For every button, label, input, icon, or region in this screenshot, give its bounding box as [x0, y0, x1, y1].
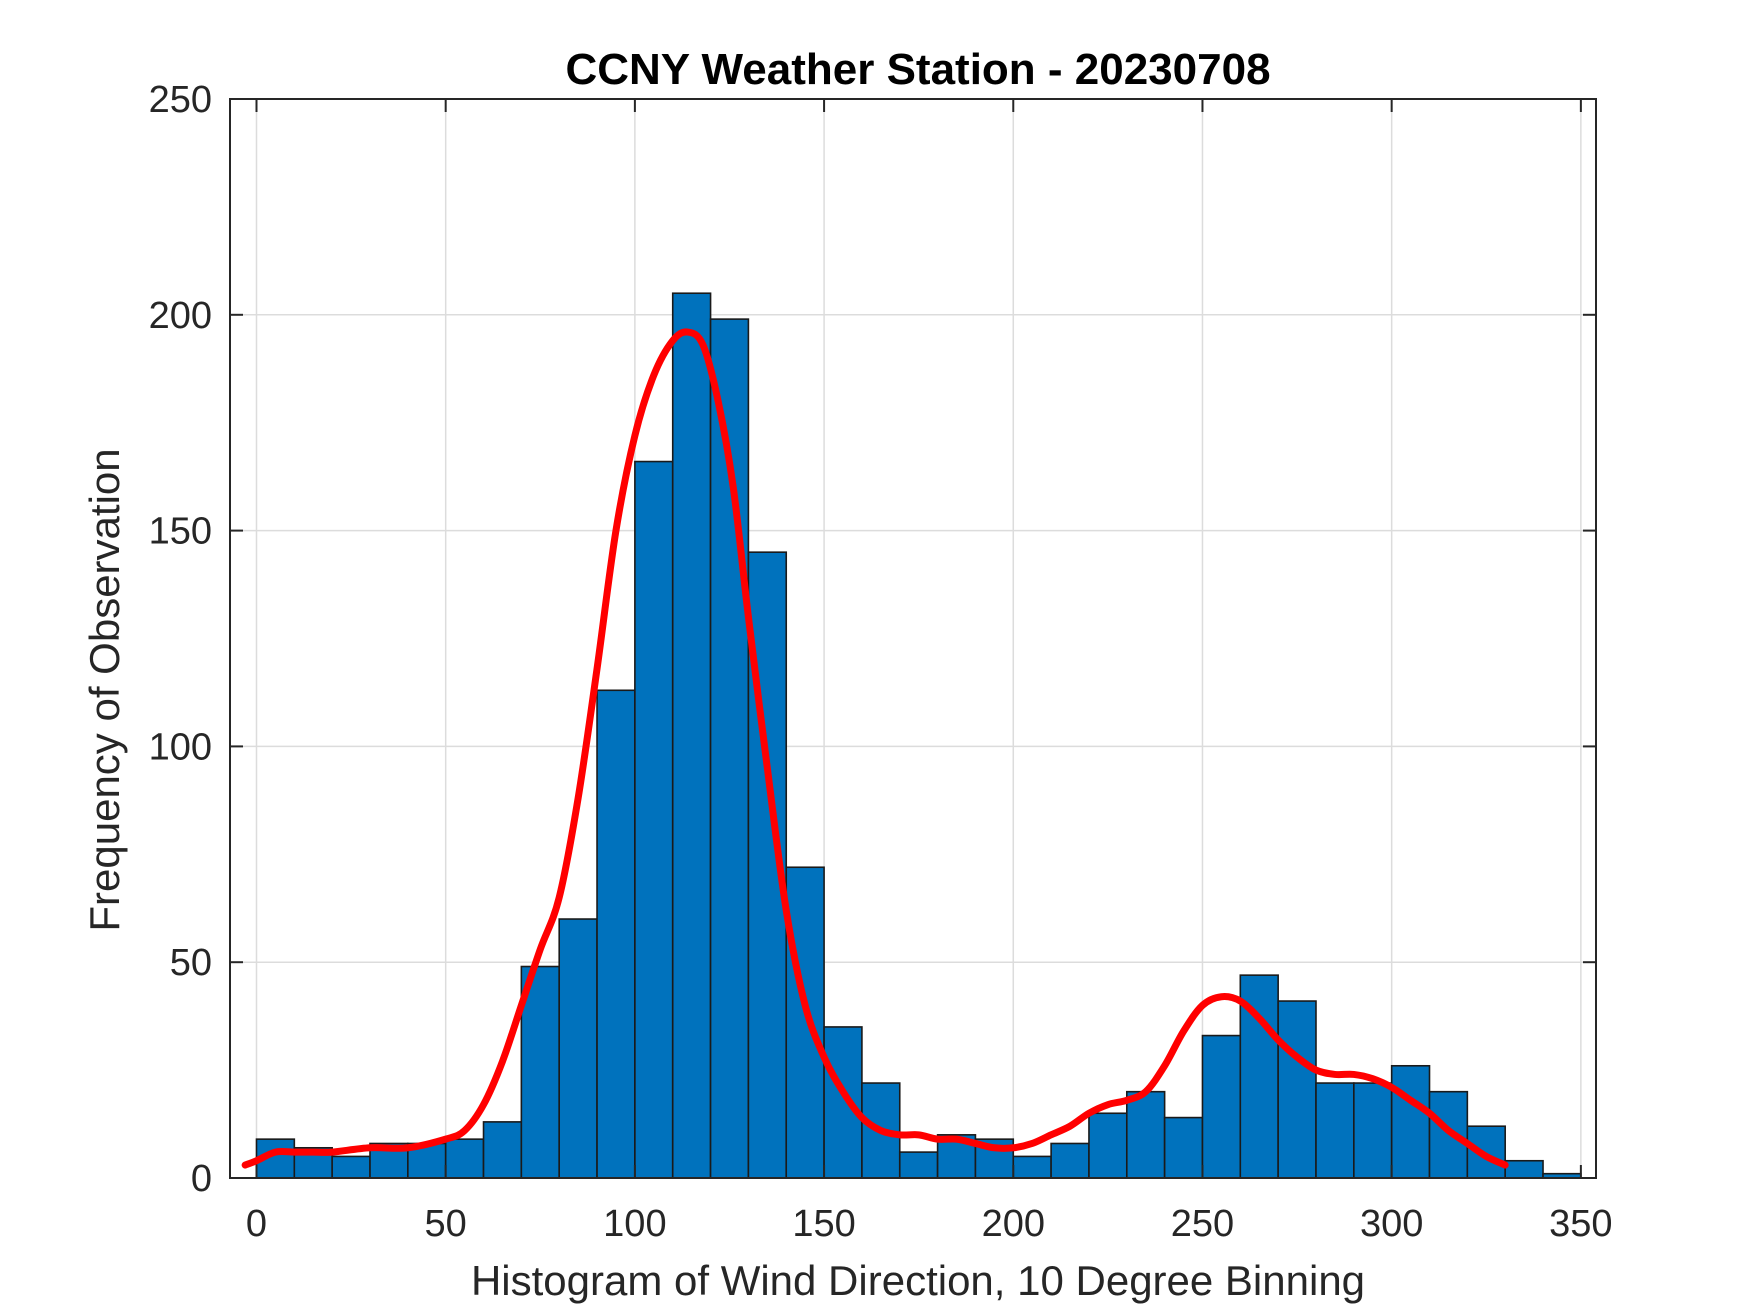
- histogram-bar: [1466, 1125, 1506, 1179]
- histogram-bar: [898, 1151, 939, 1179]
- histogram-bar: [1315, 1082, 1355, 1179]
- y-tick-label: 0: [191, 1158, 212, 1200]
- histogram-bar: [558, 918, 598, 1179]
- x-tick-label: 100: [603, 1203, 666, 1245]
- x-tick-label: 0: [246, 1203, 267, 1245]
- x-tick-label: 300: [1360, 1203, 1423, 1245]
- histogram-bar: [1125, 1090, 1166, 1179]
- y-tick-label: 100: [149, 726, 212, 768]
- histogram-bar: [671, 292, 712, 1179]
- histogram-bar: [1277, 1000, 1317, 1179]
- chart-title: CCNY Weather Station - 20230708: [565, 45, 1270, 94]
- tick-labels: 0 50 100 150 200 250 300 350 0 50 100 150 200 250: [149, 79, 1613, 1245]
- histogram-bar: [634, 460, 674, 1179]
- histogram-bar: [331, 1155, 371, 1179]
- histogram-bar: [1201, 1034, 1242, 1179]
- histogram-bar: [1012, 1155, 1052, 1179]
- x-tick-label: 250: [1171, 1203, 1234, 1245]
- x-tick-label: 50: [425, 1203, 467, 1245]
- y-tick-label: 50: [170, 942, 212, 984]
- plot-area: [230, 99, 1596, 1178]
- histogram-bar: [1050, 1142, 1090, 1179]
- histogram-bar: [444, 1138, 485, 1179]
- histogram-bar: [1428, 1090, 1469, 1179]
- grid-lines: [230, 98, 1596, 1179]
- y-axis-label: Frequency of Observation: [81, 448, 128, 931]
- x-axis-label: Histogram of Wind Direction, 10 Degree B…: [471, 1257, 1365, 1304]
- histogram-bar: [482, 1121, 523, 1179]
- fit-curve-line: [241, 328, 1509, 1169]
- y-tick-label: 150: [149, 511, 212, 553]
- histogram-bar: [1504, 1159, 1544, 1179]
- x-tick-label: 350: [1549, 1203, 1612, 1245]
- axes-box: [229, 98, 1597, 1179]
- x-tick-label: 150: [792, 1203, 855, 1245]
- histogram-bar: [596, 689, 636, 1179]
- y-tick-label: 200: [149, 295, 212, 337]
- histogram-bar: [1163, 1116, 1204, 1179]
- x-tick-label: 200: [982, 1203, 1045, 1245]
- histogram-bar: [823, 1026, 863, 1179]
- histogram-bar: [1088, 1112, 1128, 1179]
- histogram-bar: [1390, 1064, 1431, 1179]
- histogram-bar: [785, 866, 825, 1179]
- histogram-bar: [1353, 1082, 1393, 1179]
- y-tick-label: 250: [149, 79, 212, 121]
- fit-curve: [241, 328, 1509, 1169]
- axes: [229, 98, 1597, 1179]
